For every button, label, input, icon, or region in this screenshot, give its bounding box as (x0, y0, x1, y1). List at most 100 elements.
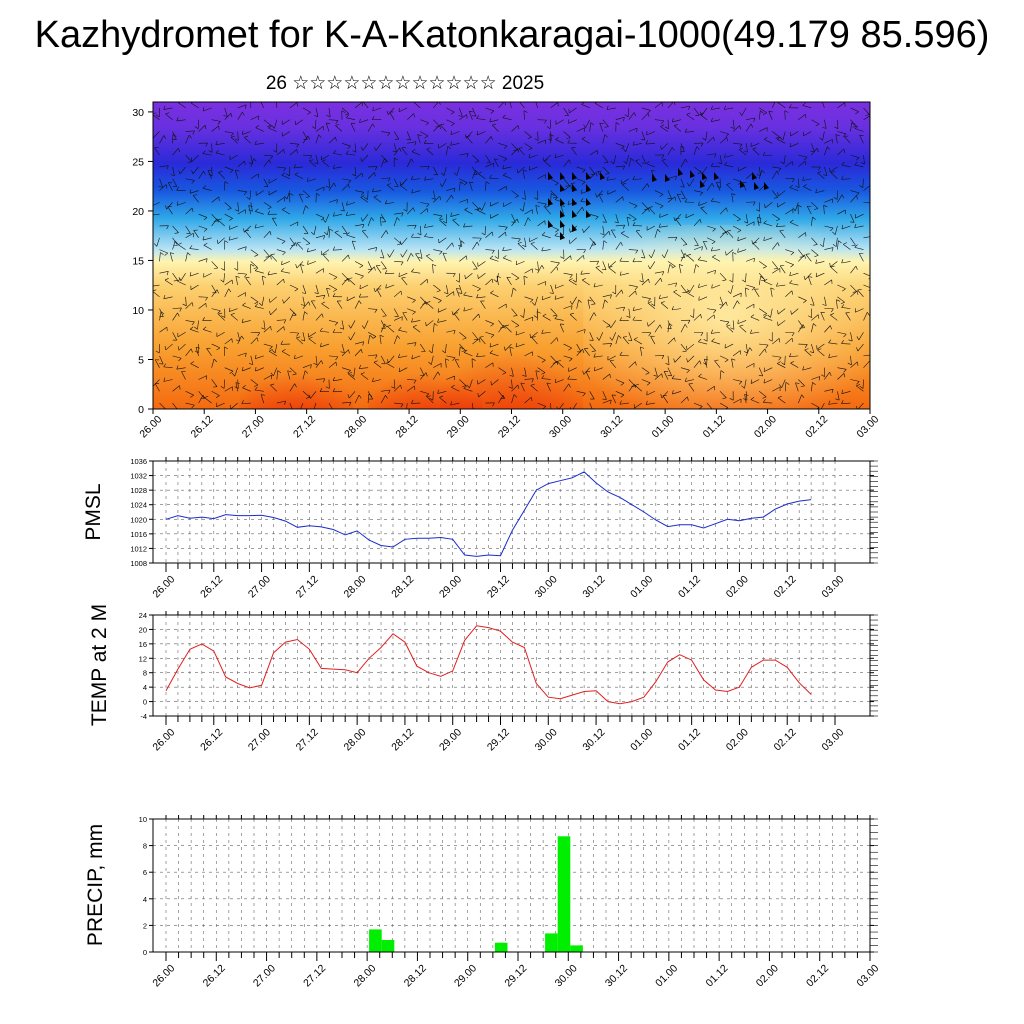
wind-barb (537, 202, 547, 205)
wind-barb (594, 366, 596, 371)
wind-barb (375, 247, 378, 252)
wind-barb (682, 350, 687, 352)
wind-barb (534, 296, 538, 306)
y-tick-label: 1012 (130, 544, 147, 553)
wind-barb (230, 113, 233, 118)
wind-barb (451, 242, 454, 247)
wind-barb (191, 170, 194, 174)
wind-barb (524, 143, 533, 149)
wind-barb (263, 320, 266, 330)
wind-barb (475, 160, 480, 163)
wind-barb (550, 360, 557, 368)
wind-barb (315, 284, 319, 294)
wind-barb (633, 112, 637, 117)
wind-barb (524, 396, 532, 404)
wind-barb (654, 277, 661, 286)
wind-barb (478, 237, 482, 242)
wind-barb (386, 183, 391, 186)
wind-barb (393, 178, 399, 187)
wind-barb (348, 277, 353, 280)
x-tick-label: 26.00 (150, 573, 177, 600)
wind-barb (380, 323, 385, 333)
wind-barb (241, 318, 244, 323)
wind-barb (673, 102, 676, 106)
wind-barb (315, 294, 325, 298)
x-tick-label: 01.12 (676, 573, 703, 600)
wind-barb (276, 278, 284, 286)
wind-barb (268, 159, 271, 164)
wind-barb (709, 410, 713, 411)
wind-barb (489, 255, 494, 259)
wind-barb (730, 126, 735, 129)
wind-barb (680, 105, 690, 109)
wind-barb (693, 402, 703, 407)
wind-barb (667, 147, 673, 156)
wind-barb (716, 185, 721, 189)
wind-barb (674, 237, 678, 241)
wind-barb (556, 361, 564, 368)
wind-barb (608, 324, 611, 328)
wind-barb (523, 110, 528, 113)
wind-barb (622, 148, 626, 152)
wind-barb (640, 257, 646, 259)
wind-barb (667, 190, 672, 199)
wind-barb (255, 270, 264, 274)
wind-barb (460, 181, 464, 185)
wind-barb (302, 391, 310, 398)
wind-barb (263, 374, 272, 380)
wind-barb (211, 119, 221, 122)
wind-barb (328, 136, 336, 144)
wind-barb (517, 148, 520, 153)
wind-barb (661, 391, 669, 399)
wind-barb (583, 255, 585, 260)
wind-barb (305, 196, 310, 199)
wind-barb (537, 367, 546, 373)
wind-barb (700, 314, 702, 319)
wind-barb (208, 173, 213, 177)
wind-barb (613, 155, 617, 164)
wind-barb (711, 338, 715, 342)
wind-barb (333, 166, 343, 169)
wind-barb (518, 148, 525, 156)
wind-barb (726, 184, 734, 191)
wind-barb (535, 370, 540, 373)
wind-barb (328, 228, 330, 238)
wind-barb (472, 284, 481, 290)
wind-barb (407, 141, 417, 144)
wind-barb (621, 184, 630, 191)
wind-barb (437, 308, 447, 313)
wind-barb (669, 264, 673, 268)
wind-barb (726, 230, 734, 238)
wind-barb (393, 308, 399, 317)
wind-barb (237, 202, 239, 212)
wind-barb (224, 107, 228, 117)
wind-barb (647, 301, 652, 304)
wind-barb (552, 314, 557, 317)
wind-barb (431, 344, 434, 354)
wind-barb (294, 174, 304, 180)
wind-barb (203, 329, 212, 333)
wind-barb (452, 273, 456, 278)
wind-barb (432, 323, 435, 333)
x-tick-label: 26.00 (137, 413, 164, 440)
wind-barb (159, 311, 162, 321)
wind-barb (619, 351, 623, 356)
wind-barb (163, 379, 173, 382)
wind-barb (394, 402, 404, 405)
wind-barb (380, 154, 388, 162)
wind-barb (211, 196, 219, 203)
wind-barb (490, 110, 495, 114)
wind-barb (250, 158, 255, 168)
wind-barb (159, 402, 166, 409)
wind-barb (254, 303, 259, 307)
wind-barb (698, 341, 708, 345)
wind-barb (341, 202, 345, 212)
wind-barb (368, 166, 378, 168)
wind-barb (372, 336, 377, 339)
wind-barb (711, 284, 713, 289)
wind-barb (680, 343, 687, 352)
wind-barb (362, 341, 365, 346)
wind-barb (386, 110, 389, 115)
wind-barb (556, 337, 559, 342)
wind-barb (354, 272, 364, 277)
